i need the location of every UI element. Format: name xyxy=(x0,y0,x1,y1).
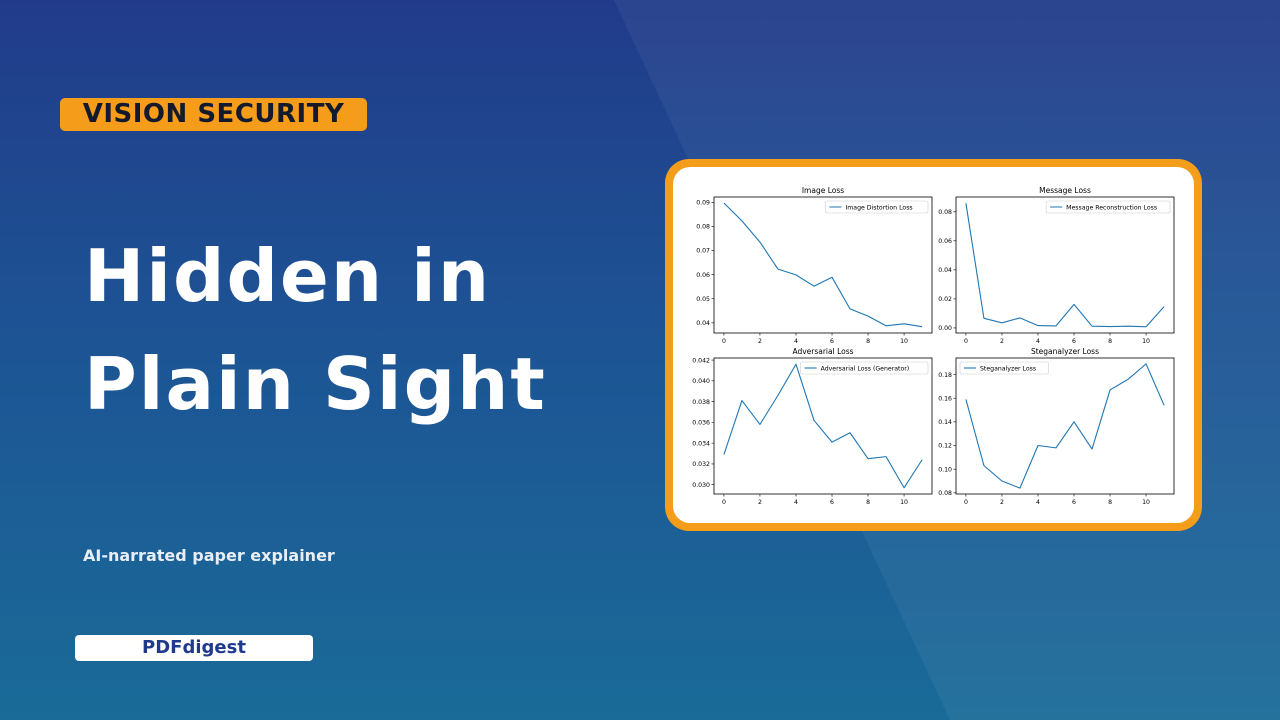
x-tick-label: 0 xyxy=(964,338,968,345)
y-tick-label: 0.12 xyxy=(938,443,952,450)
y-tick-label: 0.034 xyxy=(692,440,710,447)
y-tick-label: 0.032 xyxy=(692,461,710,468)
y-tick-label: 0.036 xyxy=(692,420,710,427)
video-title: Hidden in Plain Sight xyxy=(84,222,547,438)
category-tag: VISION SECURITY xyxy=(60,98,367,131)
x-tick-label: 6 xyxy=(1072,338,1076,345)
y-tick-label: 0.040 xyxy=(692,378,710,385)
x-tick-label: 2 xyxy=(758,338,762,345)
y-tick-label: 0.06 xyxy=(938,238,952,245)
chart-title: Image Loss xyxy=(802,186,844,195)
chart-title: Adversarial Loss xyxy=(792,347,853,356)
y-tick-label: 0.038 xyxy=(692,399,710,406)
y-tick-label: 0.030 xyxy=(692,482,710,489)
x-tick-label: 2 xyxy=(758,499,762,506)
x-tick-label: 4 xyxy=(794,338,798,345)
series-line xyxy=(965,203,1165,328)
x-tick-label: 6 xyxy=(1072,499,1076,506)
legend-label: Image Distortion Loss xyxy=(845,204,912,211)
plot-frame xyxy=(713,196,933,334)
title-line-1: Hidden in xyxy=(84,234,492,318)
figure-panel: Image Loss 0 2 4 6 8 10 0.04 0.05 0.06 0.07 0.08 0.0… xyxy=(673,167,1194,523)
x-tick-label: 8 xyxy=(866,338,870,345)
plot-frame xyxy=(955,357,1175,495)
plot-frame xyxy=(713,357,933,495)
y-tick-label: 0.08 xyxy=(938,490,952,497)
legend-label: Steganalyzer Loss xyxy=(980,365,1036,372)
figure-card: Image Loss 0 2 4 6 8 10 0.04 0.05 0.06 0.07 0.08 0.0… xyxy=(665,159,1202,531)
chart-2: Message Loss 0 2 4 6 8 10 0.00 0.02 0.04 0.06 0.08 M… xyxy=(938,186,1175,345)
plot-frame xyxy=(955,196,1175,334)
series-line xyxy=(723,202,923,328)
y-tick-label: 0.08 xyxy=(938,209,952,216)
x-tick-label: 4 xyxy=(794,499,798,506)
x-tick-label: 2 xyxy=(1000,338,1004,345)
y-tick-label: 0.08 xyxy=(696,224,710,231)
chart-1: Image Loss 0 2 4 6 8 10 0.04 0.05 0.06 0.07 0.08 0.0… xyxy=(696,186,933,345)
y-tick-label: 0.16 xyxy=(938,395,952,402)
x-tick-label: 10 xyxy=(900,338,908,345)
x-tick-label: 0 xyxy=(722,338,726,345)
x-tick-label: 10 xyxy=(900,499,908,506)
x-tick-label: 8 xyxy=(1108,338,1112,345)
x-tick-label: 8 xyxy=(1108,499,1112,506)
x-tick-label: 4 xyxy=(1036,499,1040,506)
x-tick-label: 8 xyxy=(866,499,870,506)
y-tick-label: 0.04 xyxy=(938,267,952,274)
y-tick-label: 0.00 xyxy=(938,325,952,332)
legend-box xyxy=(1045,200,1171,214)
series-line xyxy=(965,363,1165,489)
y-tick-label: 0.14 xyxy=(938,419,952,426)
x-tick-label: 10 xyxy=(1142,338,1150,345)
chart-title: Steganalyzer Loss xyxy=(1031,347,1099,356)
y-tick-label: 0.05 xyxy=(696,296,710,303)
y-tick-label: 0.10 xyxy=(938,466,952,473)
subtitle: AI-narrated paper explainer xyxy=(83,546,335,565)
legend-box xyxy=(800,361,929,375)
legend-box xyxy=(959,361,1049,375)
x-tick-label: 6 xyxy=(830,499,834,506)
y-tick-label: 0.042 xyxy=(692,357,710,364)
y-tick-label: 0.09 xyxy=(696,200,710,207)
x-tick-label: 0 xyxy=(722,499,726,506)
y-tick-label: 0.07 xyxy=(696,248,710,255)
y-tick-label: 0.06 xyxy=(696,272,710,279)
y-tick-label: 0.02 xyxy=(938,296,952,303)
x-tick-label: 6 xyxy=(830,338,834,345)
loss-charts-figure: Image Loss 0 2 4 6 8 10 0.04 0.05 0.06 0.07 0.08 0.0… xyxy=(692,186,1175,506)
brand-badge: PDFdigest xyxy=(75,635,313,661)
chart-4: Steganalyzer Loss 0 2 4 6 8 10 0.08 0.10 0.12 0.14… xyxy=(938,347,1175,506)
title-line-2: Plain Sight xyxy=(84,342,547,426)
series-line xyxy=(723,363,923,489)
x-tick-label: 2 xyxy=(1000,499,1004,506)
chart-3: Adversarial Loss 0 2 4 6 8 10 0.030 0.032 0.034 0.… xyxy=(692,347,933,506)
y-tick-label: 0.04 xyxy=(696,320,710,327)
legend-label: Adversarial Loss (Generator) xyxy=(821,365,910,372)
y-tick-label: 0.18 xyxy=(938,372,952,379)
x-tick-label: 0 xyxy=(964,499,968,506)
legend-label: Message Reconstruction Loss xyxy=(1066,204,1157,211)
chart-title: Message Loss xyxy=(1039,186,1091,195)
x-tick-label: 10 xyxy=(1142,499,1150,506)
legend-box xyxy=(825,200,929,214)
x-tick-label: 4 xyxy=(1036,338,1040,345)
